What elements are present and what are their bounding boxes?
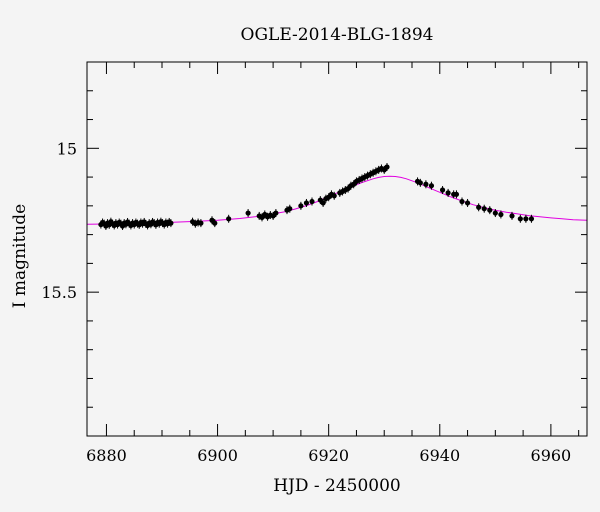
data-point — [487, 207, 493, 213]
data-point — [417, 180, 423, 186]
data-point — [287, 206, 293, 212]
data-point — [498, 211, 504, 218]
y-axis-tick-labels: 15 15.5 — [41, 139, 77, 302]
data-point — [481, 206, 487, 212]
data-point — [423, 181, 429, 187]
data-point — [309, 198, 315, 205]
data-point — [453, 191, 460, 197]
data-point — [445, 190, 451, 196]
data-point — [492, 210, 498, 216]
data-point — [439, 187, 446, 193]
data-point — [212, 220, 218, 226]
y-axis-label: I magnitude — [10, 204, 30, 308]
x-axis-tick-labels: 6880 6900 6920 6940 6960 — [86, 446, 571, 465]
data-point — [226, 216, 232, 222]
data-points-layer — [98, 163, 535, 230]
data-point — [384, 164, 390, 170]
data-point — [245, 210, 251, 216]
data-point — [303, 200, 310, 206]
x-tick-label: 6960 — [531, 446, 572, 465]
data-point — [509, 213, 515, 219]
data-point — [517, 216, 523, 222]
x-tick-label: 6880 — [86, 446, 127, 465]
data-point — [476, 204, 482, 210]
y-tick-label: 15.5 — [41, 283, 77, 302]
data-point — [273, 210, 279, 216]
data-point — [459, 198, 465, 205]
data-point — [198, 220, 204, 226]
model-curve-layer — [86, 175, 588, 225]
data-point — [528, 216, 535, 222]
x-tick-label: 6940 — [419, 446, 460, 465]
axis-ticks — [87, 61, 587, 437]
data-point — [320, 200, 326, 206]
data-point — [428, 183, 435, 189]
data-point — [523, 216, 529, 222]
x-tick-label: 6900 — [197, 446, 238, 465]
model-curve — [86, 175, 588, 225]
data-point — [168, 220, 174, 226]
x-tick-label: 6920 — [308, 446, 349, 465]
data-point — [464, 200, 471, 206]
chart-title: OGLE-2014-BLG-1894 — [241, 25, 434, 45]
x-axis-label: HJD - 2450000 — [273, 476, 401, 496]
data-point — [298, 203, 304, 209]
plot-frame — [86, 61, 588, 437]
y-tick-label: 15 — [57, 139, 77, 158]
data-point — [331, 193, 337, 199]
